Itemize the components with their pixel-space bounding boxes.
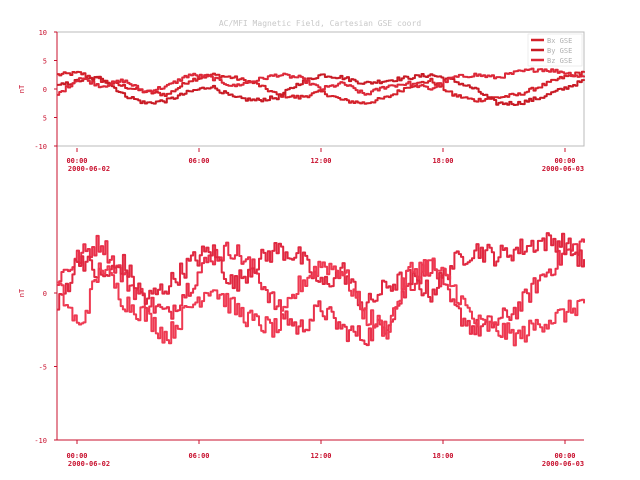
x-date-label: 2000-06-03 bbox=[542, 460, 584, 468]
x-tick-label-top: 06:00 bbox=[188, 157, 209, 165]
series-line-3 bbox=[57, 67, 585, 96]
y-tick-label: 5 bbox=[43, 115, 47, 123]
x-tick-label-top: 18:00 bbox=[432, 157, 453, 165]
chart-title: AC/MFI Magnetic Field, Cartesian GSE coo… bbox=[219, 19, 421, 28]
x-tick-label: 18:00 bbox=[432, 452, 453, 460]
y-tick-label: 0 bbox=[43, 86, 47, 94]
top-panel: 10 5 0 5 -10 nT Bx GSE By GSE Bz GSE bbox=[18, 29, 585, 151]
series-line-2 bbox=[57, 232, 585, 312]
y-tick-label: 10 bbox=[39, 29, 47, 37]
y-axis-label: nT bbox=[18, 84, 26, 93]
y-tick-label: 0 bbox=[43, 290, 47, 298]
x-tick-label-top: 00:00 bbox=[554, 157, 575, 165]
bottom-panel: 0-5-10nT00:0000:002000-06-022000-06-0206… bbox=[18, 146, 585, 468]
x-date-label-top: 2000-06-03 bbox=[542, 165, 584, 173]
series-line-3 bbox=[57, 257, 585, 347]
y-tick-label: -5 bbox=[39, 364, 47, 372]
legend-entry: Bx GSE bbox=[547, 37, 572, 45]
legend-entry: By GSE bbox=[547, 47, 572, 55]
y-tick-label: -10 bbox=[34, 143, 47, 151]
y-axis-label: nT bbox=[18, 288, 26, 297]
legend-entry: Bz GSE bbox=[547, 57, 572, 65]
x-tick-label: 12:00 bbox=[310, 452, 331, 460]
x-tick-label: 06:00 bbox=[188, 452, 209, 460]
y-tick-label: -10 bbox=[34, 437, 47, 445]
legend-box bbox=[527, 33, 583, 67]
x-tick-label-top: 12:00 bbox=[310, 157, 331, 165]
x-date-label: 2000-06-02 bbox=[68, 460, 110, 468]
x-tick-label: 00:00 bbox=[66, 452, 87, 460]
x-tick-label-top: 00:00 bbox=[66, 157, 87, 165]
series-line-2 bbox=[57, 73, 585, 106]
y-tick-label: 5 bbox=[43, 58, 47, 66]
x-date-label-top: 2000-06-02 bbox=[68, 165, 110, 173]
x-tick-label: 00:00 bbox=[554, 452, 575, 460]
